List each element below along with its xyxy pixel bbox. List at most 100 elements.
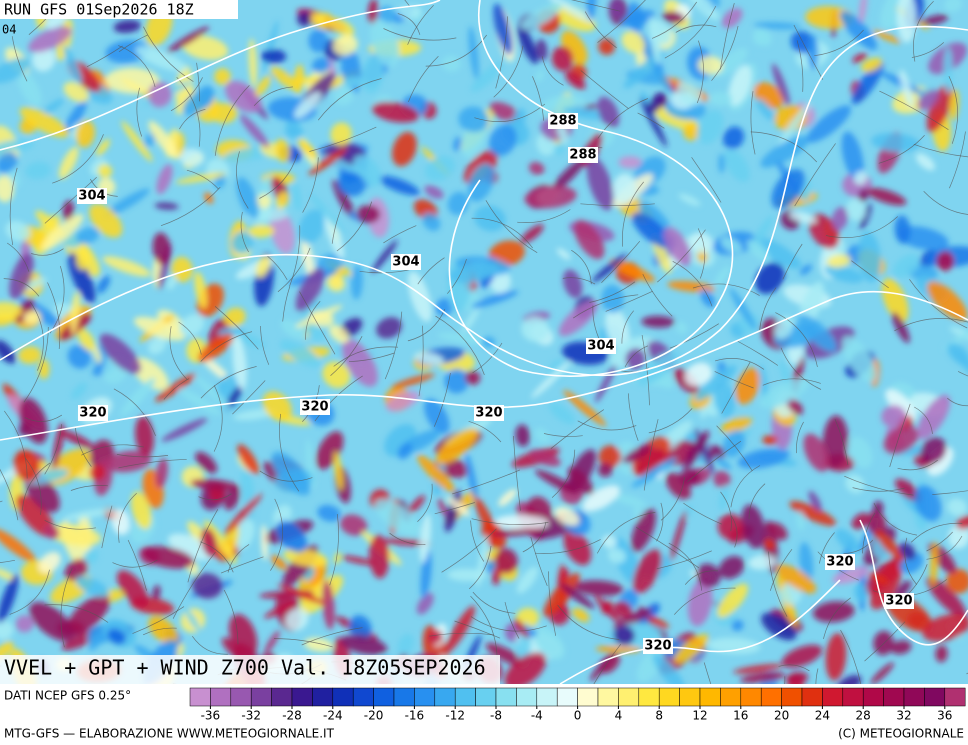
field-blob	[0, 528, 36, 563]
field-blob	[572, 608, 590, 622]
field-blob	[631, 212, 672, 249]
field-blob	[370, 19, 400, 68]
field-blob	[453, 136, 462, 152]
field-blob	[890, 640, 912, 655]
streamline	[113, 388, 156, 437]
field-blob	[683, 430, 710, 470]
field-blob	[835, 528, 860, 554]
field-blob	[608, 548, 626, 564]
streamline	[911, 42, 945, 58]
field-blob	[684, 362, 712, 387]
field-blob	[930, 541, 938, 587]
field-blob	[161, 418, 208, 442]
field-blob	[111, 508, 130, 535]
streamline	[169, 326, 188, 380]
streamline	[277, 247, 311, 293]
field-blob	[152, 232, 171, 266]
field-blob	[598, 38, 615, 55]
colorbar-swatch	[842, 687, 864, 707]
field-blob	[62, 508, 115, 521]
field-blob	[489, 270, 511, 293]
streamline	[580, 70, 629, 109]
streamline	[407, 4, 434, 45]
field-blob	[341, 339, 378, 387]
field-blob	[917, 89, 940, 111]
run-label: RUN GFS 01Sep2026 18Z	[4, 1, 194, 19]
colorbar-swatch	[658, 687, 680, 707]
contour-label-bg	[391, 254, 421, 270]
field-blob	[550, 3, 596, 32]
streamline	[24, 414, 63, 422]
field-blob	[424, 155, 456, 181]
field-blob	[917, 394, 951, 440]
streamline	[417, 483, 433, 522]
field-blob	[528, 449, 561, 467]
field-blob	[547, 0, 594, 23]
streamline	[3, 278, 40, 297]
copyright-label: (C) METEOGIORNALE	[838, 727, 964, 741]
field-blob	[724, 148, 750, 182]
field-blob	[322, 361, 351, 389]
colorbar-swatch	[638, 687, 660, 707]
streamline	[452, 469, 521, 495]
field-blob	[67, 345, 91, 369]
field-blob	[204, 520, 237, 564]
field-blob	[0, 641, 14, 661]
field-blob	[697, 109, 724, 145]
field-blob	[178, 388, 222, 416]
field-blob	[598, 445, 622, 469]
contour-label-bg	[884, 593, 914, 609]
field-blob	[489, 528, 543, 537]
field-blob	[893, 254, 921, 278]
streamline	[289, 225, 301, 287]
field-blob	[9, 253, 34, 300]
field-blob	[343, 76, 369, 87]
streamline	[160, 186, 221, 227]
streamline	[200, 366, 257, 399]
field-blob	[89, 203, 123, 238]
field-blob	[700, 289, 715, 308]
field-blob	[586, 0, 597, 21]
colorbar-tick-label: 36	[937, 709, 952, 723]
contour-labels: 304 288 288 304 304 320 320 320 320 320 320	[77, 113, 914, 654]
field-blob	[779, 584, 802, 605]
field-blob	[441, 55, 461, 72]
field-blob	[799, 264, 813, 275]
field-blob	[315, 431, 344, 470]
colorbar-tick-label: -24	[323, 709, 343, 723]
field-blob	[740, 672, 786, 683]
field-blob	[135, 46, 187, 72]
contour-label: 288	[569, 148, 596, 163]
field-blob	[285, 608, 309, 631]
field-blob	[803, 433, 830, 472]
field-blob	[105, 450, 152, 473]
field-blob	[24, 468, 69, 485]
field-blob	[17, 70, 42, 107]
field-blob	[223, 486, 241, 511]
field-blob	[759, 378, 809, 409]
field-blob	[831, 206, 849, 231]
field-blob	[77, 329, 95, 351]
field-blob	[458, 106, 490, 133]
field-blob	[806, 105, 852, 143]
field-blob	[369, 534, 390, 579]
field-blob	[721, 7, 743, 28]
field-blob	[853, 171, 868, 185]
field-blob	[564, 70, 586, 90]
field-blob	[444, 489, 462, 533]
field-blob	[771, 168, 805, 210]
streamline	[309, 126, 377, 152]
field-blob	[23, 310, 41, 324]
field-blob	[729, 288, 757, 330]
field-blob	[18, 346, 42, 364]
field-blob	[63, 99, 88, 136]
field-blob	[713, 381, 736, 418]
field-blob	[556, 248, 571, 260]
field-blob	[264, 598, 301, 619]
contour-line	[448, 0, 734, 377]
field-blob	[885, 389, 918, 422]
streamline	[909, 279, 968, 329]
colorbar-tick-label: 12	[692, 709, 707, 723]
streamline	[127, 539, 147, 591]
field-blob	[309, 310, 334, 327]
